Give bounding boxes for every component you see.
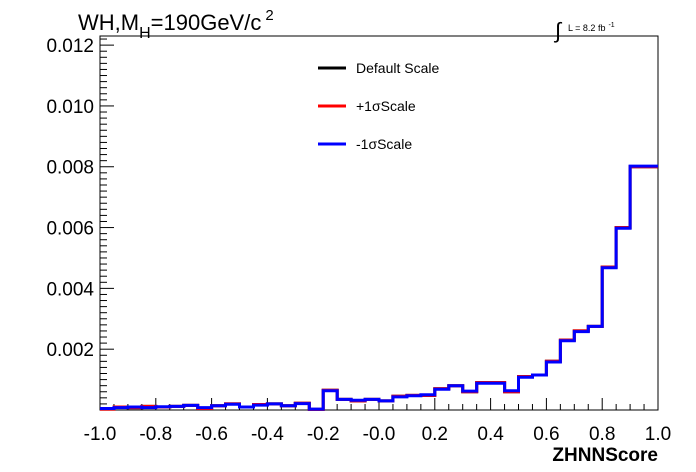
y-tick-label: 0.008 — [46, 158, 94, 179]
x-axis-label: ZHNNScore — [552, 445, 658, 466]
series-line-default-scale — [100, 165, 658, 411]
y-tick-label: 0.002 — [46, 340, 94, 361]
x-tick-label: 0.4 — [477, 424, 504, 445]
legend: Default Scale +1σScale -1σScale — [318, 60, 439, 152]
series-layer — [100, 164, 658, 411]
x-tick-label: -0.2 — [307, 424, 340, 445]
legend-label: -1σScale — [356, 136, 412, 152]
x-tick-label: -0.4 — [251, 424, 284, 445]
y-tick-label: 0.004 — [46, 279, 94, 300]
x-tick-label: -0.8 — [139, 424, 172, 445]
title-subscript: H — [139, 25, 151, 42]
series-line-1-scale — [100, 165, 658, 411]
y-tick-label: 0.006 — [46, 219, 94, 240]
legend-label: Default Scale — [356, 60, 439, 76]
x-tick-label: 0.2 — [422, 424, 448, 445]
chart-title: WH,MH=190GeV/c 2 — [78, 7, 274, 42]
y-tick-label: 0.010 — [46, 97, 94, 118]
y-axis: 0.002 0.004 0.006 0.008 0.010 0.012 — [46, 36, 114, 405]
x-tick-label: 0.6 — [533, 424, 559, 445]
x-tick-label: -1.0 — [84, 424, 117, 445]
title-rest: =190GeV/c — [151, 10, 262, 35]
luminosity-superscript: -1 — [608, 22, 614, 29]
y-tick-label: 0.012 — [46, 36, 94, 57]
x-tick-label: -0.6 — [195, 424, 228, 445]
integral-symbol: ∫ — [553, 18, 563, 43]
legend-label: +1σScale — [356, 98, 416, 114]
series-line-1-scale — [100, 164, 658, 411]
x-axis: -1.0 -0.8 -0.6 -0.4 -0.2 -0.0 0.2 0.4 0.6 0.8 1.0 — [84, 398, 671, 445]
luminosity-label: L = 8.2 fb -1 — [568, 22, 615, 33]
x-tick-label: 0.8 — [589, 424, 615, 445]
plot-frame — [99, 35, 659, 411]
x-tick-label: -0.0 — [363, 424, 396, 445]
x-tick-label: 1.0 — [645, 424, 671, 445]
title-superscript: 2 — [265, 7, 273, 24]
